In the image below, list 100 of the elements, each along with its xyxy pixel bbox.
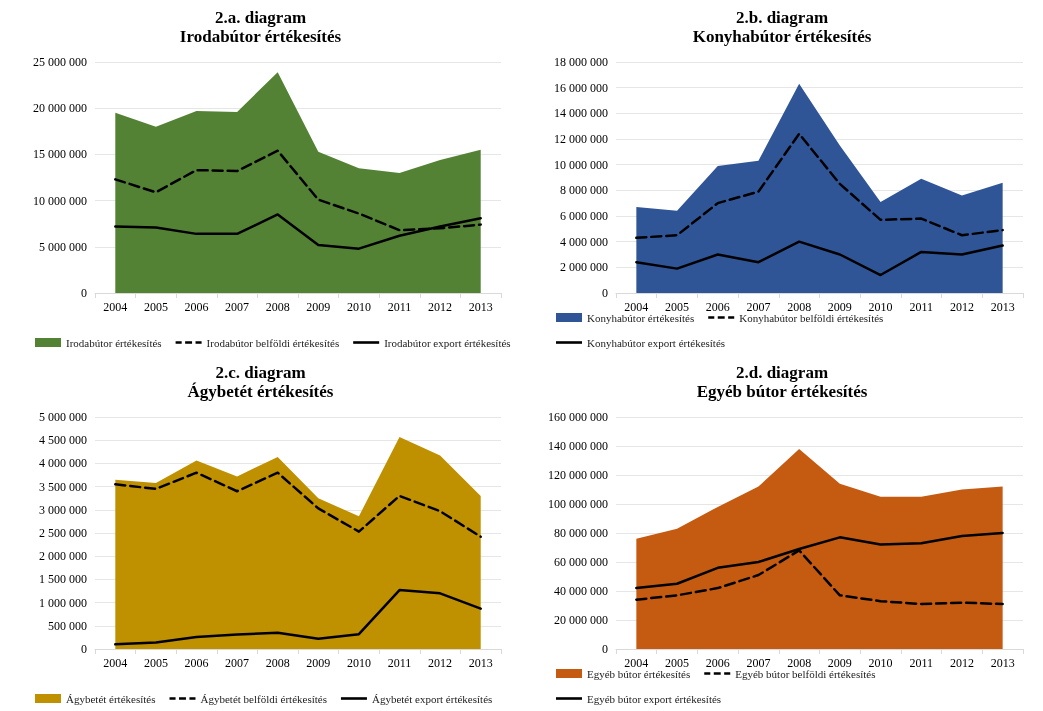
legend-label: Irodabútor export értékesítés [384,336,511,349]
y-tick-label: 6 000 000 [560,209,608,223]
y-tick-label: 60 000 000 [554,555,608,569]
x-tick-label: 2012 [428,300,453,314]
legend-label: Egyéb bútor értékesítés [587,667,691,680]
x-tick-label: 2009 [827,656,852,670]
x-tick-label: 2008 [787,300,812,314]
legend-label: Irodabútor belföldi értékesítés [206,336,340,349]
x-tick-label: 2012 [428,656,453,670]
y-tick-label: 100 000 000 [548,497,608,511]
y-tick-label: 16 000 000 [554,80,608,95]
y-tick-label: 4 000 000 [39,456,87,471]
x-tick-label: 2004 [103,656,128,670]
y-tick-label: 1 500 000 [39,572,87,587]
x-tick-label: 2010 [868,300,893,314]
x-tick-label: 2012 [949,300,974,314]
legend-label: Egyéb bútor export értékesítés [587,692,722,705]
y-tick-label: 2 500 000 [39,526,87,540]
x-tick-label: 2012 [949,656,974,670]
x-tick-label: 2011 [387,656,412,670]
x-tick-label: 2011 [909,300,934,314]
y-tick-label: 14 000 000 [554,106,608,121]
y-tick-label: 160 000 000 [548,410,608,424]
x-tick-label: 2008 [787,656,812,670]
x-tick-label: 2011 [909,656,934,670]
chart-title: 2.d. diagram [735,363,829,382]
x-tick-label: 2005 [143,656,168,670]
y-tick-label: 20 000 000 [554,613,608,627]
legend-label: Irodabútor értékesítés [66,336,162,349]
x-tick-label: 2007 [746,300,771,314]
x-tick-label: 2013 [990,656,1015,670]
y-tick-label: 0 [602,286,608,300]
y-tick-label: 40 000 000 [554,584,608,598]
x-tick-label: 2005 [665,300,690,314]
x-tick-label: 2007 [746,656,771,670]
x-tick-label: 2010 [868,656,893,670]
legend-label: Egyéb bútor belföldi értékesítés [735,667,876,680]
legend-label: Konyhabútor export értékesítés [587,336,726,349]
y-tick-label: 5 000 000 [39,410,87,424]
chart-title: 2.b. diagram [735,8,829,27]
y-tick-label: 5 000 000 [39,239,87,254]
y-tick-label: 2 000 000 [39,549,87,564]
x-tick-label: 2006 [705,300,730,314]
x-tick-label: 2007 [225,656,250,670]
x-tick-label: 2008 [265,300,290,314]
x-tick-label: 2007 [225,300,250,314]
y-tick-label: 140 000 000 [548,439,608,453]
y-tick-label: 10 000 000 [554,157,608,172]
y-tick-label: 80 000 000 [554,526,608,540]
line-series [114,471,482,538]
y-tick-label: 0 [81,286,87,300]
x-tick-label: 2005 [143,300,168,314]
chart-subtitle: Irodabútor értékesítés [179,27,342,46]
x-tick-label: 2009 [827,300,852,314]
chart-subtitle: Ágybetét értékesítés [187,382,334,401]
x-tick-label: 2011 [387,300,412,314]
x-tick-label: 2009 [306,300,331,314]
x-tick-label: 2006 [184,300,209,314]
x-tick-label: 2013 [468,656,493,670]
line-series [635,132,1004,240]
y-tick-label: 8 000 000 [560,183,608,198]
y-tick-label: 25 000 000 [33,55,87,69]
y-tick-label: 4 000 000 [560,234,608,249]
x-tick-label: 2006 [705,656,730,670]
x-tick-label: 2004 [624,300,649,314]
y-tick-label: 20 000 000 [33,101,87,116]
y-tick-label: 3 500 000 [39,479,87,494]
y-tick-label: 0 [602,642,608,656]
x-tick-label: 2013 [990,300,1015,314]
chart-subtitle: Egyéb bútor értékesítés [696,382,868,401]
x-tick-label: 2013 [468,300,493,314]
chart-title: 2.c. diagram [215,363,306,382]
x-tick-label: 2006 [184,656,209,670]
y-tick-label: 12 000 000 [554,132,608,146]
y-tick-label: 3 000 000 [39,502,87,517]
y-tick-label: 1 000 000 [39,595,87,610]
x-tick-label: 2004 [624,656,649,670]
y-tick-label: 500 000 [48,618,87,633]
y-tick-label: 0 [81,642,87,656]
y-tick-label: 18 000 000 [554,55,608,69]
y-tick-label: 2 000 000 [560,260,608,275]
y-tick-label: 15 000 000 [33,147,87,162]
x-tick-label: 2008 [265,656,290,670]
y-tick-label: 10 000 000 [33,193,87,208]
x-tick-label: 2009 [306,656,331,670]
legend-label: Konyhabútor belföldi értékesítés [739,311,884,324]
legend-label: Ágybetét export értékesítés [371,692,493,705]
legend-label: Konyhabútor értékesítés [587,311,695,324]
legend-label: Ágybetét értékesítés [66,692,156,705]
y-tick-label: 120 000 000 [548,468,608,482]
x-tick-label: 2004 [103,300,128,314]
chart-subtitle: Konyhabútor értékesítés [692,27,872,46]
line-series [635,240,1004,277]
line-series [114,588,482,646]
x-tick-label: 2010 [346,656,371,670]
x-tick-label: 2010 [346,300,371,314]
chart-title: 2.a. diagram [214,8,307,27]
y-tick-label: 4 500 000 [39,433,87,448]
x-tick-label: 2005 [665,656,690,670]
legend-label: Ágybetét belföldi értékesítés [200,692,327,705]
